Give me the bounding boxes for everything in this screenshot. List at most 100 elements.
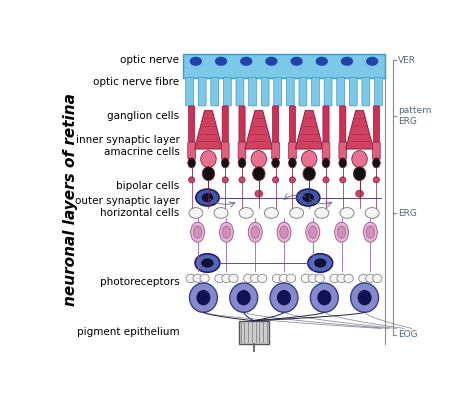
Ellipse shape [257, 274, 267, 283]
Ellipse shape [289, 177, 295, 183]
Ellipse shape [251, 226, 259, 238]
Ellipse shape [219, 222, 233, 242]
Ellipse shape [196, 189, 219, 206]
Text: ganglion cells: ganglion cells [107, 111, 179, 121]
Ellipse shape [221, 158, 229, 168]
Ellipse shape [366, 274, 375, 283]
Ellipse shape [357, 290, 372, 305]
Ellipse shape [342, 57, 352, 65]
FancyBboxPatch shape [273, 106, 279, 142]
Text: neuronal layers of retina: neuronal layers of retina [64, 93, 78, 306]
Text: outer synaptic layer: outer synaptic layer [74, 196, 179, 206]
Ellipse shape [310, 283, 338, 312]
Text: EOG: EOG [398, 330, 418, 339]
Ellipse shape [238, 158, 246, 168]
Ellipse shape [222, 274, 231, 283]
Ellipse shape [214, 207, 228, 218]
Text: bipolar cells: bipolar cells [116, 181, 179, 191]
FancyBboxPatch shape [373, 142, 380, 159]
Ellipse shape [230, 283, 258, 312]
FancyBboxPatch shape [236, 77, 244, 106]
FancyBboxPatch shape [286, 77, 294, 106]
FancyBboxPatch shape [311, 77, 319, 106]
Ellipse shape [241, 57, 252, 65]
Text: amacrine cells: amacrine cells [103, 147, 179, 157]
FancyBboxPatch shape [340, 106, 346, 142]
Ellipse shape [309, 226, 317, 238]
Ellipse shape [317, 290, 331, 305]
Ellipse shape [200, 274, 209, 283]
FancyBboxPatch shape [274, 77, 282, 106]
FancyBboxPatch shape [373, 106, 380, 142]
Ellipse shape [322, 158, 330, 168]
Ellipse shape [205, 190, 212, 197]
Ellipse shape [365, 207, 379, 218]
FancyBboxPatch shape [261, 77, 269, 106]
Ellipse shape [201, 193, 213, 202]
Ellipse shape [316, 57, 327, 65]
Ellipse shape [195, 254, 220, 272]
Ellipse shape [251, 150, 266, 167]
Ellipse shape [323, 177, 329, 183]
Text: pigment epithelium: pigment epithelium [77, 327, 179, 337]
Text: optic nerve fibre: optic nerve fibre [93, 77, 179, 87]
Ellipse shape [277, 290, 291, 305]
FancyBboxPatch shape [322, 142, 330, 159]
Ellipse shape [193, 226, 202, 238]
Ellipse shape [364, 222, 377, 242]
FancyBboxPatch shape [223, 77, 231, 106]
Ellipse shape [201, 150, 216, 167]
Ellipse shape [189, 177, 195, 183]
Ellipse shape [216, 57, 227, 65]
Ellipse shape [237, 290, 251, 305]
Ellipse shape [297, 189, 320, 206]
FancyBboxPatch shape [238, 142, 246, 159]
Ellipse shape [308, 254, 333, 272]
Ellipse shape [315, 207, 329, 218]
Ellipse shape [253, 167, 265, 181]
Ellipse shape [291, 57, 302, 65]
FancyBboxPatch shape [248, 77, 256, 106]
Ellipse shape [339, 158, 346, 168]
Ellipse shape [351, 283, 379, 312]
Ellipse shape [352, 150, 367, 167]
Ellipse shape [255, 190, 263, 197]
Ellipse shape [251, 274, 260, 283]
Ellipse shape [330, 274, 339, 283]
Ellipse shape [273, 177, 279, 183]
Polygon shape [295, 111, 323, 149]
Text: optic nerve: optic nerve [120, 55, 179, 65]
Ellipse shape [196, 290, 210, 305]
Ellipse shape [356, 190, 364, 197]
Ellipse shape [277, 222, 291, 242]
Ellipse shape [191, 222, 205, 242]
Text: photoreceptors: photoreceptors [100, 276, 179, 287]
FancyBboxPatch shape [289, 106, 295, 142]
Ellipse shape [366, 226, 374, 238]
FancyBboxPatch shape [222, 106, 228, 142]
Ellipse shape [186, 274, 195, 283]
Ellipse shape [248, 222, 262, 242]
Ellipse shape [264, 207, 278, 218]
FancyBboxPatch shape [323, 106, 329, 142]
Ellipse shape [373, 274, 382, 283]
Polygon shape [346, 111, 374, 149]
FancyBboxPatch shape [186, 77, 193, 106]
Ellipse shape [189, 207, 203, 218]
FancyBboxPatch shape [272, 142, 280, 159]
Ellipse shape [308, 274, 318, 283]
Ellipse shape [279, 274, 289, 283]
FancyBboxPatch shape [337, 77, 345, 106]
FancyBboxPatch shape [221, 142, 229, 159]
Ellipse shape [272, 158, 280, 168]
Ellipse shape [340, 207, 354, 218]
Ellipse shape [191, 57, 201, 65]
Ellipse shape [222, 226, 231, 238]
Ellipse shape [222, 177, 228, 183]
Ellipse shape [270, 283, 298, 312]
FancyBboxPatch shape [299, 77, 307, 106]
Ellipse shape [340, 177, 346, 183]
Ellipse shape [314, 258, 327, 268]
Ellipse shape [303, 167, 315, 181]
Ellipse shape [266, 57, 277, 65]
